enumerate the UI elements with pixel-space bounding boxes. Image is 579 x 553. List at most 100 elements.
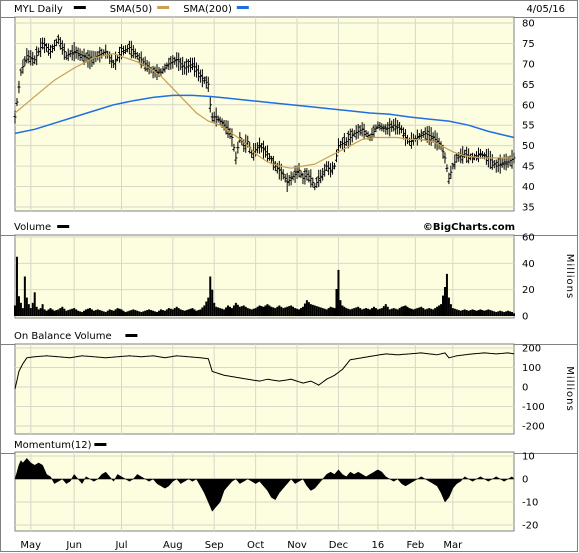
volume-bar bbox=[404, 305, 407, 316]
volume-bar bbox=[303, 303, 306, 316]
volume-bar bbox=[469, 310, 472, 316]
volume-bar bbox=[455, 309, 458, 316]
x-tick-label: Jun bbox=[65, 540, 82, 551]
volume-bar bbox=[497, 311, 500, 316]
x-tick-label: Oct bbox=[247, 540, 264, 551]
volume-bar bbox=[471, 309, 474, 316]
volume-bar bbox=[262, 306, 265, 316]
volume-bar bbox=[443, 287, 446, 316]
y-tick-label: -100 bbox=[522, 402, 545, 413]
volume-bar bbox=[503, 312, 506, 316]
panel-plot-area-1 bbox=[14, 234, 515, 319]
volume-bar bbox=[309, 304, 312, 316]
volume-bar bbox=[258, 305, 261, 316]
volume-bar bbox=[351, 308, 354, 316]
volume-bar bbox=[392, 308, 395, 316]
volume-bar bbox=[163, 310, 166, 316]
volume-bar bbox=[116, 308, 119, 316]
volume-bar bbox=[197, 310, 200, 316]
volume-bar bbox=[223, 309, 226, 316]
volume-bar bbox=[138, 311, 141, 316]
volume-bar bbox=[187, 309, 190, 316]
volume-bar bbox=[150, 310, 153, 316]
chart-date: 4/05/16 bbox=[526, 4, 565, 15]
legend-label-1: SMA(50) bbox=[110, 4, 152, 15]
volume-bar bbox=[205, 301, 208, 316]
volume-bar bbox=[144, 310, 147, 316]
volume-bar bbox=[21, 308, 24, 316]
volume-bar bbox=[211, 289, 214, 316]
volume-bar bbox=[83, 310, 86, 316]
volume-bar bbox=[299, 308, 302, 316]
volume-bar bbox=[307, 302, 310, 316]
volume-bar bbox=[260, 306, 263, 316]
volume-bar bbox=[75, 309, 78, 316]
volume-bar bbox=[357, 306, 360, 316]
volume-bar bbox=[77, 310, 80, 316]
y-tick-label: -200 bbox=[522, 422, 545, 433]
volume-bar bbox=[420, 306, 423, 316]
x-tick-label: Feb bbox=[407, 540, 425, 551]
volume-bar bbox=[440, 304, 443, 316]
volume-bar bbox=[335, 289, 338, 316]
volume-bar bbox=[422, 308, 425, 316]
volume-bar bbox=[55, 310, 58, 316]
volume-bar bbox=[268, 305, 271, 316]
volume-bar bbox=[252, 308, 255, 316]
panel-plot-area-2 bbox=[14, 343, 515, 435]
volume-bar bbox=[183, 310, 186, 316]
volume-bar bbox=[92, 310, 95, 316]
volume-bar bbox=[217, 307, 220, 316]
y-tick-label: 80 bbox=[522, 19, 535, 30]
legend-swatch-2 bbox=[236, 6, 249, 9]
volume-bar bbox=[394, 308, 397, 316]
volume-bar bbox=[341, 305, 344, 316]
y-tick-label: 60 bbox=[522, 233, 535, 244]
volume-bar bbox=[343, 306, 346, 316]
volume-bar bbox=[489, 310, 492, 316]
volume-bar bbox=[418, 307, 421, 316]
legend-label-0: MYL Daily bbox=[14, 4, 63, 15]
volume-bar bbox=[27, 304, 30, 316]
volume-bar bbox=[230, 308, 233, 316]
volume-bar bbox=[85, 309, 88, 316]
volume-bar bbox=[473, 310, 476, 316]
volume-bar bbox=[272, 307, 275, 316]
volume-bar bbox=[402, 306, 405, 316]
volume-bar bbox=[301, 306, 304, 316]
y-axis-label: Millions bbox=[564, 366, 575, 411]
panel-header bbox=[1, 1, 577, 17]
volume-bar bbox=[128, 310, 131, 316]
volume-bar bbox=[499, 310, 502, 316]
volume-bar bbox=[353, 308, 356, 316]
volume-bar bbox=[96, 309, 99, 316]
volume-bar bbox=[408, 308, 411, 316]
volume-bar bbox=[384, 304, 387, 316]
volume-bar bbox=[215, 306, 218, 316]
volume-bar bbox=[453, 308, 456, 316]
volume-bar bbox=[98, 310, 101, 316]
volume-bar bbox=[507, 310, 510, 316]
volume-bar bbox=[94, 310, 97, 316]
volume-bar bbox=[31, 302, 34, 316]
volume-bar bbox=[112, 310, 115, 316]
volume-bar bbox=[110, 310, 113, 316]
volume-bar bbox=[191, 308, 194, 316]
volume-bar bbox=[319, 307, 322, 316]
volume-bar bbox=[406, 306, 409, 316]
volume-bar bbox=[140, 312, 143, 316]
momentum-area bbox=[14, 457, 515, 512]
volume-bar bbox=[154, 311, 157, 316]
legend-swatch-0 bbox=[73, 6, 86, 9]
volume-bar bbox=[159, 309, 162, 316]
volume-bar bbox=[445, 273, 448, 316]
volume-bar bbox=[81, 312, 84, 316]
volume-bar bbox=[39, 308, 42, 316]
x-tick-label: Nov bbox=[287, 540, 307, 551]
volume-bar bbox=[463, 309, 466, 316]
volume-bar bbox=[337, 269, 340, 316]
volume-bar bbox=[414, 308, 417, 316]
volume-bar bbox=[201, 307, 204, 316]
volume-bar bbox=[345, 308, 348, 316]
volume-bar bbox=[234, 302, 237, 316]
